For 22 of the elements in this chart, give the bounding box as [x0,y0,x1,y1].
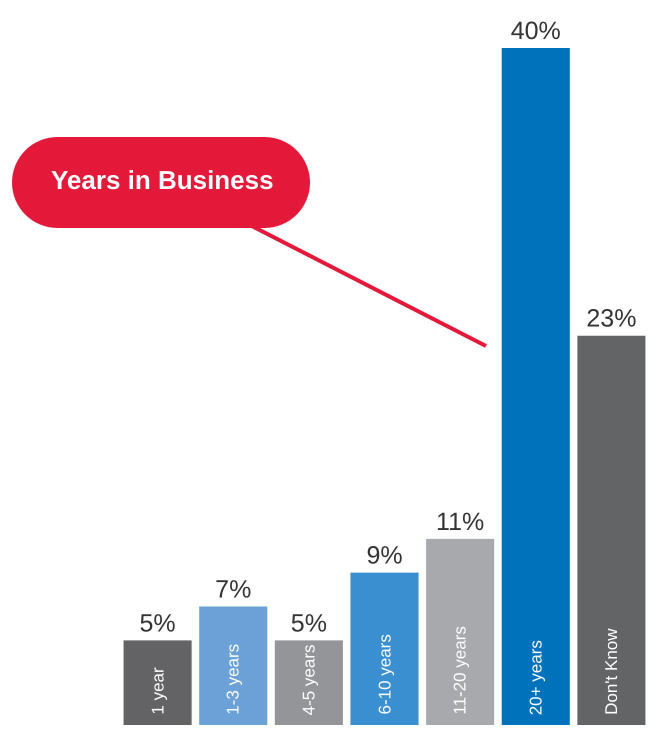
bar [274,640,343,725]
x-tick-label: 11-20 years [450,626,470,715]
text: Years in Business [51,165,274,195]
data-label: 5% [140,609,176,638]
x-tick-label: Don't Know [602,628,621,715]
bar [199,606,268,725]
bar [577,336,646,725]
bar [426,538,494,725]
data-label: 23% [586,304,636,333]
x-tick-label: 4-5 years [299,644,318,716]
bar [350,572,419,725]
bar [124,640,192,725]
x-tick-label: 1 year [148,667,168,715]
x-tick-label: 6-10 years [376,634,394,714]
data-label: 7% [215,576,252,604]
data-label: 5% [290,609,327,638]
data-label: 11% [436,508,484,536]
x-tick-label: 20+ years [526,640,546,716]
data-label: 40% [510,17,561,45]
bar [502,48,570,725]
x-tick-label: 1-3 years [224,644,243,715]
data-label: 9% [366,542,403,570]
